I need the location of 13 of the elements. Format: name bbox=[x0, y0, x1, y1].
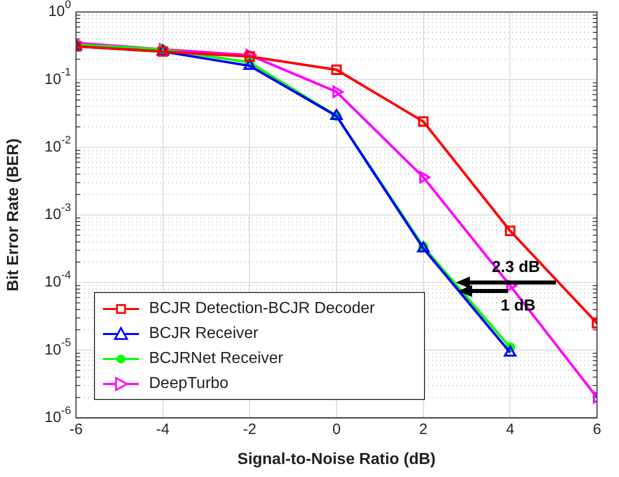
legend-label: BCJR Detection-BCJR Decoder bbox=[149, 300, 375, 318]
x-tick-label: -6 bbox=[69, 420, 83, 438]
legend-label: DeepTurbo bbox=[149, 374, 228, 392]
x-tick-label: -2 bbox=[242, 420, 256, 438]
x-tick-label: 2 bbox=[419, 420, 428, 438]
x-tick-label: 4 bbox=[506, 420, 514, 438]
legend-label: BCJRNet Receiver bbox=[149, 350, 284, 368]
y-axis-title: Bit Error Rate (BER) bbox=[5, 138, 22, 292]
x-tick-label: -4 bbox=[156, 420, 170, 438]
x-axis-title: Signal-to-Noise Ratio (dB) bbox=[237, 450, 436, 468]
legend-label: BCJR Receiver bbox=[149, 324, 258, 342]
x-tick-label: 6 bbox=[592, 420, 602, 438]
x-tick-label: 0 bbox=[332, 420, 341, 438]
